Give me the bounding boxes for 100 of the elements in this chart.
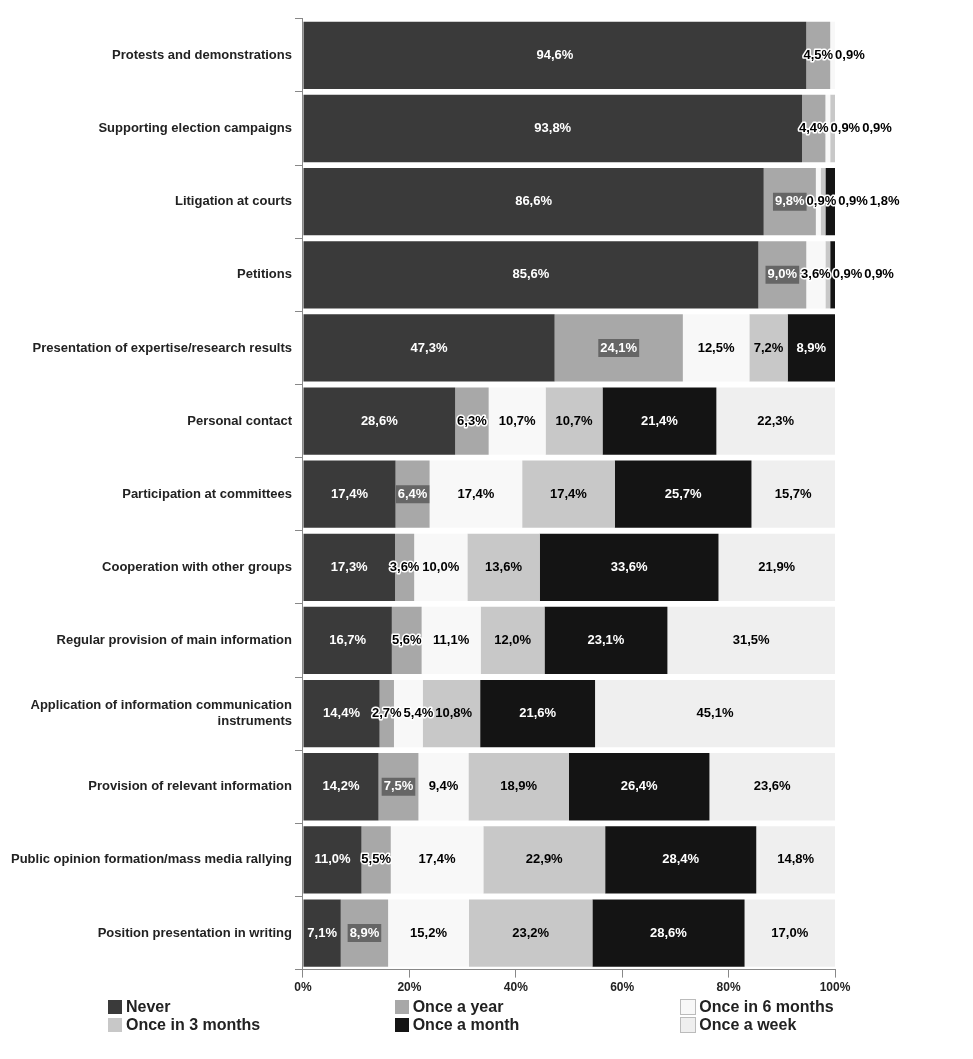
data-label: 16,7% [329,632,367,648]
data-label: 0,9% [862,120,893,136]
data-label: 10,7% [498,412,536,428]
data-label: 28,4% [662,851,700,867]
data-label: 1,8% [869,193,900,209]
bar [756,826,835,894]
data-label: 17,4% [550,485,588,501]
data-label: 9,4% [428,778,459,794]
data-label: 13,6% [485,558,523,574]
bar [709,753,835,821]
data-label: 0,9% [830,120,861,136]
data-label: 2,7% [371,705,403,721]
y-tick-label: Protests and demonstrations [112,46,292,62]
x-tick-label: 100% [819,980,851,995]
y-tick-label: Personal contact [187,412,293,428]
data-label: 10,8% [435,705,473,721]
y-tick-label: Provision of relevant information [88,778,293,794]
data-label: 28,6% [650,924,688,940]
data-label: 14,4% [323,705,361,721]
data-label: 7,5% [383,778,414,794]
data-label: 23,2% [512,924,550,940]
data-label: 5,6% [391,632,422,648]
bar [468,899,593,967]
data-label: 21,6% [519,705,557,721]
data-label: 6,4% [397,485,428,501]
y-tick-label: Supporting election campaigns [98,120,292,136]
y-tick-label: Presentation of expertise/research results [32,339,292,355]
data-label: 33,6% [610,558,648,574]
data-label: 47,3% [410,339,448,355]
data-label: 12,0% [494,632,532,648]
bar [595,679,835,748]
data-label: 31,5% [732,632,771,648]
data-label: 24,1% [600,339,638,355]
data-label: 0,9% [864,266,895,282]
bar [303,460,396,528]
bar [787,314,835,382]
bar [544,606,668,675]
data-label: 8,9% [796,339,827,355]
y-tick-label: Public opinion formation/mass media rallying [10,851,293,867]
x-tick-label: 80% [716,980,741,995]
x-tick-label: 20% [397,980,422,995]
data-label: 17,0% [771,924,809,940]
bar [303,387,456,455]
data-label: 14,8% [777,851,815,867]
data-label: 93,8% [534,120,572,136]
data-label: 8,9% [349,924,380,940]
bar [667,606,835,675]
y-tick-label: Cooperation with other groups [102,558,292,574]
y-tick-label: Participation at committees [122,485,292,501]
data-label: 5,4% [403,705,434,721]
bar [480,679,596,748]
bar [569,753,710,821]
data-label: 5,5% [361,851,392,867]
data-label: 22,3% [757,412,795,428]
bar [303,168,764,236]
y-tick-label: Petitions [237,266,292,282]
bar [303,241,759,309]
data-label: 21,4% [641,412,679,428]
y-tick-label: Litigation at courts [174,193,292,209]
y-tick-label: Application of information communication instruments [30,697,293,728]
legend-label: Once in 6 months [699,998,834,1016]
data-label: 11,1% [433,632,470,648]
data-label: 23,6% [753,778,792,794]
legend-label: Never [126,998,171,1016]
data-label: 14,2% [322,778,360,794]
data-label: 10,7% [555,412,593,428]
x-tick-label: 40% [503,980,529,995]
bar [605,826,757,894]
data-label: 26,4% [620,778,659,794]
legend-label: Once in 3 months [126,1016,261,1034]
bar [716,387,835,455]
data-label: 25,7% [664,485,702,501]
legend-label: Once a year [412,998,504,1016]
legend-label: Once a month [412,1016,520,1034]
data-label: 7,1% [307,924,338,940]
data-label: 28,6% [360,412,399,428]
data-label: 11,0% [314,851,352,867]
data-label: 17,3% [330,558,369,574]
data-label: 21,9% [758,558,796,574]
data-label: 15,7% [774,485,813,501]
bar [592,899,745,967]
data-label: 9,0% [767,266,798,282]
data-label: 18,9% [500,778,538,794]
bar [303,314,555,382]
data-label: 22,9% [525,851,564,867]
data-label: 45,1% [696,705,734,721]
bar [303,606,392,675]
data-label: 94,6% [536,46,574,62]
bar [718,533,835,601]
data-label: 17,4% [457,485,495,501]
data-label: 15,2% [410,924,448,940]
bar [303,753,379,821]
bar [388,899,469,967]
data-label: 0,9% [835,46,866,62]
x-tick-label: 0% [294,980,312,995]
data-label: 85,6% [512,266,550,282]
data-label: 12,5% [697,339,735,355]
data-label: 86,6% [515,193,553,209]
bar [751,460,835,528]
x-tick-label: 60% [610,980,635,995]
